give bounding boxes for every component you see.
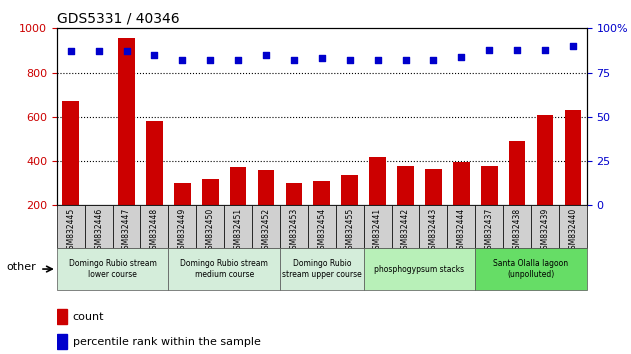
- Bar: [57, 334, 68, 349]
- Point: [289, 57, 299, 63]
- Bar: [565, 110, 581, 250]
- FancyBboxPatch shape: [57, 205, 85, 248]
- Text: GSM832451: GSM832451: [233, 207, 242, 253]
- Text: GSM832441: GSM832441: [373, 207, 382, 253]
- Bar: [509, 141, 526, 250]
- Point: [540, 47, 550, 52]
- Bar: [314, 181, 330, 250]
- Text: GSM832438: GSM832438: [512, 207, 522, 253]
- FancyBboxPatch shape: [168, 248, 280, 290]
- Point: [317, 56, 327, 61]
- FancyBboxPatch shape: [447, 205, 475, 248]
- Text: GSM832453: GSM832453: [290, 207, 298, 254]
- Bar: [118, 38, 135, 250]
- FancyBboxPatch shape: [559, 205, 587, 248]
- Point: [372, 57, 382, 63]
- FancyBboxPatch shape: [57, 248, 168, 290]
- Bar: [174, 183, 191, 250]
- Bar: [62, 101, 79, 250]
- Point: [66, 48, 76, 54]
- Point: [345, 57, 355, 63]
- FancyBboxPatch shape: [363, 248, 475, 290]
- Text: GSM832455: GSM832455: [345, 207, 354, 254]
- FancyBboxPatch shape: [141, 205, 168, 248]
- Text: GSM832452: GSM832452: [261, 207, 271, 253]
- Text: Domingo Rubio stream
medium course: Domingo Rubio stream medium course: [180, 259, 268, 279]
- Bar: [425, 169, 442, 250]
- Point: [233, 57, 243, 63]
- Text: GSM832437: GSM832437: [485, 207, 493, 254]
- FancyBboxPatch shape: [252, 205, 280, 248]
- Text: GSM832450: GSM832450: [206, 207, 215, 254]
- Point: [428, 57, 439, 63]
- Bar: [369, 157, 386, 250]
- FancyBboxPatch shape: [196, 205, 224, 248]
- Bar: [90, 205, 107, 250]
- Text: Domingo Rubio stream
lower course: Domingo Rubio stream lower course: [69, 259, 156, 279]
- Bar: [230, 167, 247, 250]
- Bar: [481, 166, 498, 250]
- Point: [122, 48, 132, 54]
- Text: GDS5331 / 40346: GDS5331 / 40346: [57, 12, 179, 26]
- FancyBboxPatch shape: [503, 205, 531, 248]
- FancyBboxPatch shape: [531, 205, 559, 248]
- Text: Santa Olalla lagoon
(unpolluted): Santa Olalla lagoon (unpolluted): [493, 259, 569, 279]
- Bar: [397, 166, 414, 250]
- Text: other: other: [6, 262, 36, 272]
- Text: count: count: [73, 312, 104, 322]
- Text: GSM832443: GSM832443: [429, 207, 438, 254]
- Text: phosphogypsum stacks: phosphogypsum stacks: [374, 264, 464, 274]
- Text: GSM832448: GSM832448: [150, 207, 159, 253]
- FancyBboxPatch shape: [85, 205, 112, 248]
- FancyBboxPatch shape: [112, 205, 141, 248]
- Text: GSM832440: GSM832440: [569, 207, 577, 254]
- Text: GSM832439: GSM832439: [541, 207, 550, 254]
- Point: [512, 47, 522, 52]
- FancyBboxPatch shape: [392, 205, 420, 248]
- Text: GSM832442: GSM832442: [401, 207, 410, 253]
- Bar: [453, 161, 469, 250]
- FancyBboxPatch shape: [475, 205, 503, 248]
- Point: [456, 54, 466, 59]
- Text: GSM832447: GSM832447: [122, 207, 131, 254]
- Bar: [341, 175, 358, 250]
- Point: [568, 43, 578, 49]
- FancyBboxPatch shape: [363, 205, 392, 248]
- Bar: [257, 170, 274, 250]
- Point: [205, 57, 215, 63]
- Bar: [536, 115, 553, 250]
- FancyBboxPatch shape: [308, 205, 336, 248]
- Point: [484, 47, 494, 52]
- Point: [93, 48, 103, 54]
- FancyBboxPatch shape: [280, 248, 363, 290]
- Point: [261, 52, 271, 58]
- Bar: [146, 121, 163, 250]
- Text: GSM832449: GSM832449: [178, 207, 187, 254]
- Bar: [202, 179, 218, 250]
- FancyBboxPatch shape: [280, 205, 308, 248]
- Text: percentile rank within the sample: percentile rank within the sample: [73, 337, 261, 347]
- Text: Domingo Rubio
stream upper course: Domingo Rubio stream upper course: [282, 259, 362, 279]
- Text: GSM832454: GSM832454: [317, 207, 326, 254]
- FancyBboxPatch shape: [336, 205, 363, 248]
- FancyBboxPatch shape: [475, 248, 587, 290]
- Text: GSM832446: GSM832446: [94, 207, 103, 254]
- Point: [150, 52, 160, 58]
- Bar: [57, 309, 68, 324]
- Point: [401, 57, 411, 63]
- Point: [177, 57, 187, 63]
- FancyBboxPatch shape: [420, 205, 447, 248]
- FancyBboxPatch shape: [224, 205, 252, 248]
- Text: GSM832444: GSM832444: [457, 207, 466, 254]
- FancyBboxPatch shape: [168, 205, 196, 248]
- Text: GSM832445: GSM832445: [66, 207, 75, 254]
- Bar: [286, 183, 302, 250]
